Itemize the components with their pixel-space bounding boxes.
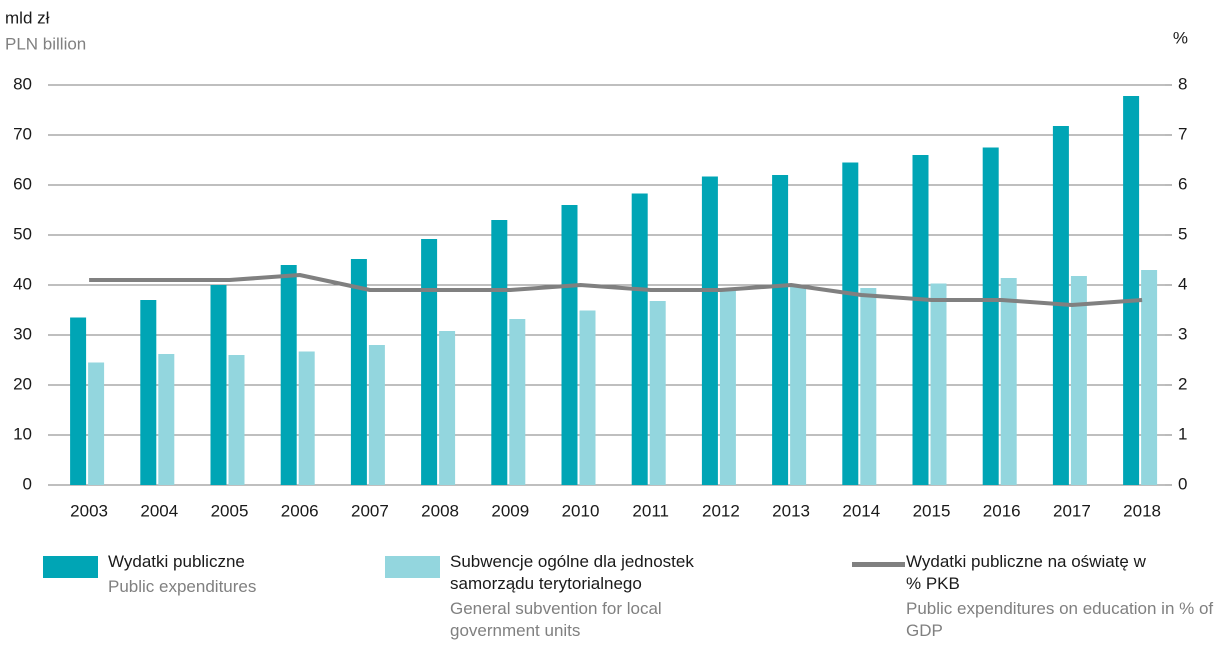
x-tick-label: 2012 bbox=[702, 501, 740, 520]
y-tick-label: 0 bbox=[23, 474, 32, 493]
x-tick-label: 2004 bbox=[140, 501, 178, 520]
x-tick-label: 2011 bbox=[632, 501, 669, 520]
bar bbox=[649, 301, 666, 485]
y-tick-label: 40 bbox=[13, 274, 32, 293]
x-tick-label: 2016 bbox=[983, 501, 1021, 520]
y-tick-label: 20 bbox=[13, 374, 32, 393]
x-tick-label: 2005 bbox=[211, 501, 249, 520]
bar bbox=[70, 317, 87, 485]
bar bbox=[842, 162, 859, 485]
bar bbox=[1000, 278, 1017, 485]
y-axis-title: mld zł bbox=[5, 8, 50, 27]
x-tick-label: 2013 bbox=[772, 501, 810, 520]
legend-swatch bbox=[43, 556, 98, 578]
bar bbox=[701, 176, 718, 485]
y2-tick-label: 1 bbox=[1178, 424, 1187, 443]
bar bbox=[1141, 270, 1158, 485]
bar bbox=[561, 205, 578, 485]
y-tick-label: 10 bbox=[13, 424, 32, 443]
y-tick-label: 80 bbox=[13, 74, 32, 93]
bar bbox=[421, 239, 438, 485]
legend-label-en: Public expenditures bbox=[108, 577, 257, 596]
bar bbox=[930, 283, 947, 485]
legend-label: Wydatki publiczne bbox=[108, 552, 245, 571]
bar bbox=[772, 175, 789, 485]
bar bbox=[158, 354, 175, 485]
bar bbox=[88, 362, 105, 485]
x-tick-label: 2014 bbox=[842, 501, 880, 520]
x-tick-label: 2007 bbox=[351, 501, 389, 520]
legend-label-en: Public expenditures on education in % of… bbox=[906, 599, 1214, 640]
bar bbox=[298, 351, 315, 485]
bar bbox=[1070, 276, 1087, 485]
legend-swatch bbox=[385, 556, 440, 578]
bar bbox=[1123, 96, 1140, 485]
y2-tick-label: 5 bbox=[1178, 224, 1187, 243]
bar bbox=[368, 345, 385, 485]
y-tick-label: 30 bbox=[13, 324, 32, 343]
x-tick-label: 2003 bbox=[70, 501, 108, 520]
bar bbox=[631, 193, 648, 485]
x-tick-label: 2008 bbox=[421, 501, 459, 520]
y-tick-label: 70 bbox=[13, 124, 32, 143]
legend-label-en: General subvention for local government … bbox=[450, 599, 662, 640]
bar bbox=[790, 286, 807, 485]
bar bbox=[509, 319, 526, 485]
bar bbox=[228, 355, 245, 485]
y-tick-label: 60 bbox=[13, 174, 32, 193]
x-tick-label: 2018 bbox=[1123, 501, 1161, 520]
y2-tick-label: 7 bbox=[1178, 124, 1187, 143]
x-tick-label: 2017 bbox=[1053, 501, 1091, 520]
x-tick-label: 2006 bbox=[281, 501, 319, 520]
bar bbox=[982, 147, 999, 485]
y2-tick-label: 4 bbox=[1178, 274, 1187, 293]
bar bbox=[579, 310, 596, 485]
bar bbox=[491, 220, 508, 485]
x-tick-label: 2015 bbox=[913, 501, 951, 520]
bar bbox=[439, 331, 456, 485]
x-tick-label: 2010 bbox=[562, 501, 600, 520]
y2-tick-label: 8 bbox=[1178, 74, 1187, 93]
line bbox=[89, 273, 1143, 307]
legend-swatch bbox=[852, 562, 905, 567]
y-axis-subtitle: PLN billion bbox=[5, 34, 86, 53]
bar bbox=[280, 265, 297, 485]
y2-axis-title: % bbox=[1173, 28, 1188, 47]
bar bbox=[912, 155, 929, 485]
bar bbox=[350, 259, 367, 485]
y2-tick-label: 0 bbox=[1178, 474, 1187, 493]
y2-tick-label: 3 bbox=[1178, 324, 1187, 343]
legend-label: Subwencje ogólne dla jednostek samorządu… bbox=[450, 552, 694, 593]
bar bbox=[860, 288, 877, 485]
y-tick-label: 50 bbox=[13, 224, 32, 243]
y2-tick-label: 6 bbox=[1178, 174, 1187, 193]
bar bbox=[719, 289, 736, 485]
legend-label: Wydatki publiczne na oświatę w % PKB bbox=[906, 552, 1146, 593]
x-tick-label: 2009 bbox=[491, 501, 529, 520]
bar bbox=[140, 300, 157, 485]
bar bbox=[210, 285, 227, 485]
y2-tick-label: 2 bbox=[1178, 374, 1187, 393]
